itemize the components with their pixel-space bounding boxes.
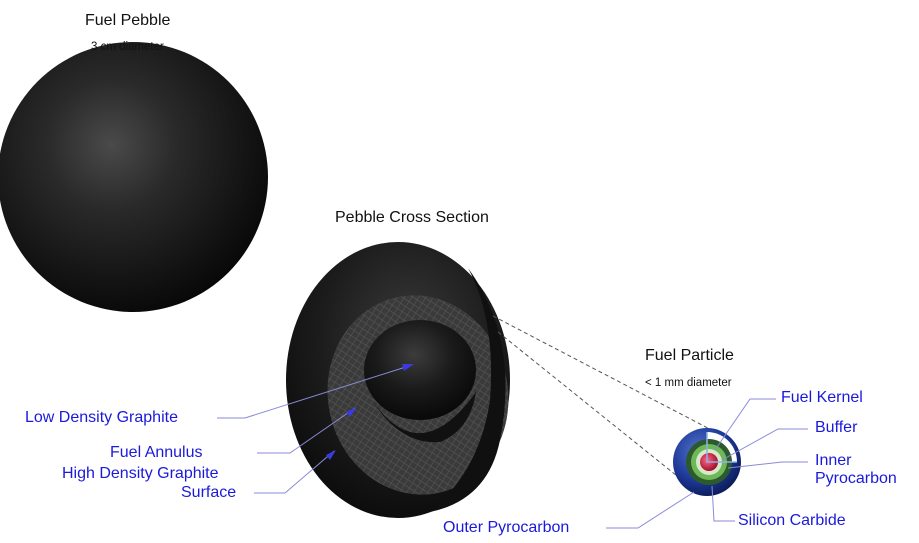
leader-fuel-kernel — [714, 398, 776, 451]
fuel-particle-title: Fuel Particle — [645, 347, 734, 364]
zoom-line-upper — [492, 315, 726, 438]
shell-cut-rim — [430, 268, 506, 512]
fuel-pebble-sphere — [0, 42, 268, 312]
leader-buffer — [721, 428, 808, 461]
fuel-particle — [673, 428, 741, 496]
cross-section-title: Pebble Cross Section — [335, 209, 489, 226]
label-fuel-kernel: Fuel Kernel — [781, 389, 863, 406]
leader-silicon-carbide — [711, 485, 735, 522]
core-cut-face — [372, 392, 476, 443]
leader-fuel-annulus — [257, 407, 356, 454]
label-high-density-surface: Surface — [181, 484, 237, 501]
arrow-high-density — [326, 450, 336, 460]
label-silicon-carbide: Silicon Carbide — [738, 512, 846, 529]
leader-high-density — [254, 450, 335, 494]
leader-low-density — [217, 364, 413, 419]
pebble-cross-section — [286, 242, 510, 518]
fuel-particle-subtitle: < 1 mm diameter — [645, 377, 732, 389]
arrow-fuel-annulus — [346, 407, 357, 417]
label-low-density-graphite: Low Density Graphite — [25, 409, 178, 426]
fuel-pebble-title: Fuel Pebble — [85, 12, 171, 29]
fuel-pebble-subtitle: 3 cm diameter — [91, 41, 164, 53]
particle-cut-edge — [706, 432, 737, 463]
particle-leaders — [606, 398, 808, 529]
label-outer-pyrocarbon: Outer Pyrocarbon — [443, 519, 570, 536]
leader-inner-pyrocarbon — [727, 461, 808, 469]
arrow-low-density — [402, 364, 414, 371]
label-pyrocarbon: Pyrocarbon — [815, 470, 897, 487]
label-inner: Inner — [815, 452, 852, 469]
leader-outer-pyrocarbon — [606, 491, 695, 529]
label-buffer: Buffer — [815, 419, 858, 436]
zoom-line-lower — [497, 331, 683, 481]
low-density-core — [364, 320, 476, 420]
label-high-density-graphite: High Density Graphite — [62, 465, 219, 482]
cross-section-leaders — [217, 364, 413, 494]
label-fuel-annulus: Fuel Annulus — [110, 444, 203, 461]
